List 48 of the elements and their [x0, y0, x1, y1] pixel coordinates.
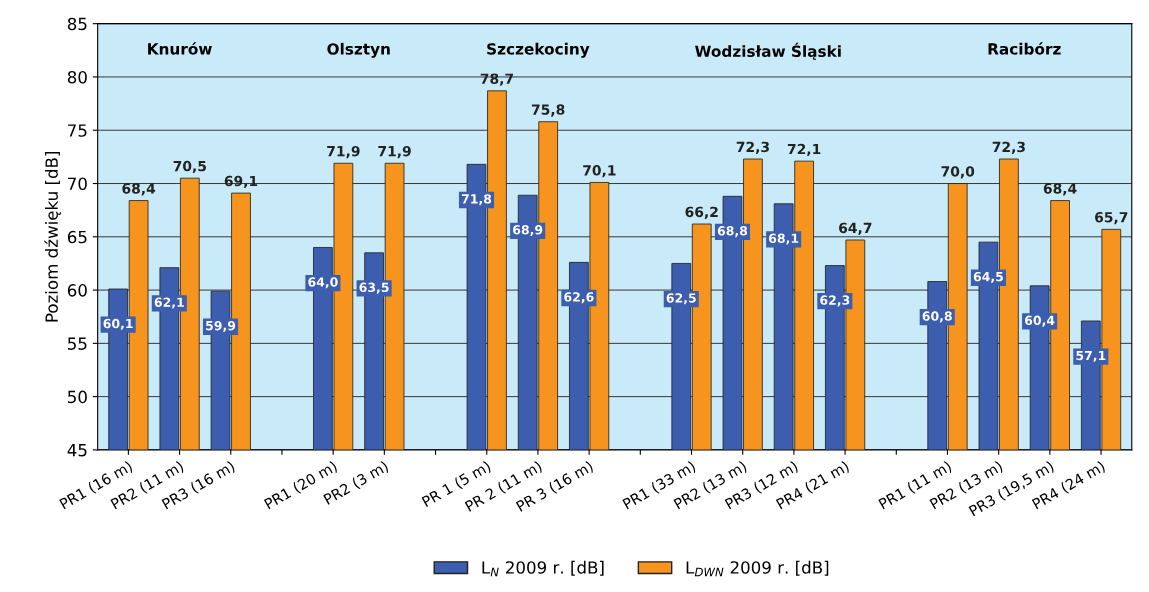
y-tick-label: 80: [67, 70, 87, 84]
annotation: Szczekociny: [487, 42, 590, 58]
y-tick-label: 85: [67, 17, 87, 31]
data-label: 72,3: [992, 141, 1025, 154]
data-label: 64,0: [308, 277, 338, 289]
y-tick-label: 60: [67, 284, 87, 297]
data-label: 72,3: [736, 141, 769, 154]
data-label: 62,3: [820, 295, 850, 307]
y-tick-label: 55: [68, 337, 87, 350]
data-label: 70,0: [941, 166, 975, 179]
y-tick-label: 70: [68, 177, 87, 191]
data-label: 60,1: [103, 318, 133, 330]
y-tick-label: 45: [67, 444, 87, 457]
data-label: 57,1: [1076, 350, 1106, 362]
y-tick-label: 65: [67, 230, 87, 244]
annotation: Olsztyn: [327, 42, 390, 58]
data-label: 68,8: [717, 226, 748, 238]
annotation: Wodzisław Śląski: [695, 42, 841, 60]
legend-label: L$_{N}$ 2009 r. [dB]: [482, 560, 604, 577]
data-label: 71,9: [327, 145, 360, 159]
y-tick-label: 75: [68, 124, 87, 137]
y-tick-label: 50: [68, 390, 87, 404]
data-label: 68,9: [513, 225, 543, 237]
annotation: Racibórz: [988, 42, 1061, 55]
data-label: 62,6: [564, 292, 594, 304]
data-label: 71,8: [461, 194, 492, 206]
y-axis-title: Poziom dźwięku [dB]: [44, 151, 61, 322]
legend-label: L$_{DWN}$ 2009 r. [dB]: [686, 560, 829, 577]
data-label: 68,4: [122, 183, 156, 196]
data-label: 68,4: [1043, 183, 1077, 196]
data-label: 72,1: [787, 143, 821, 157]
data-label: 66,2: [685, 206, 718, 219]
data-label: 65,7: [1095, 211, 1128, 225]
data-label: 62,5: [666, 293, 696, 305]
data-label: 64,5: [973, 271, 1003, 283]
data-label: 75,8: [531, 104, 565, 117]
data-label: 68,1: [769, 233, 799, 245]
data-label: 59,9: [206, 320, 236, 332]
data-label: 62,1: [154, 297, 184, 309]
annotation: Knurów: [148, 42, 212, 55]
data-label: 60,8: [922, 311, 952, 323]
data-label: 70,5: [173, 160, 206, 174]
data-label: 60,4: [1024, 315, 1055, 327]
data-label: 70,1: [583, 165, 616, 178]
data-label: 71,9: [378, 145, 411, 159]
data-label: 63,5: [359, 282, 389, 294]
data-label: 64,7: [839, 222, 872, 235]
data-label: 78,7: [480, 73, 513, 86]
